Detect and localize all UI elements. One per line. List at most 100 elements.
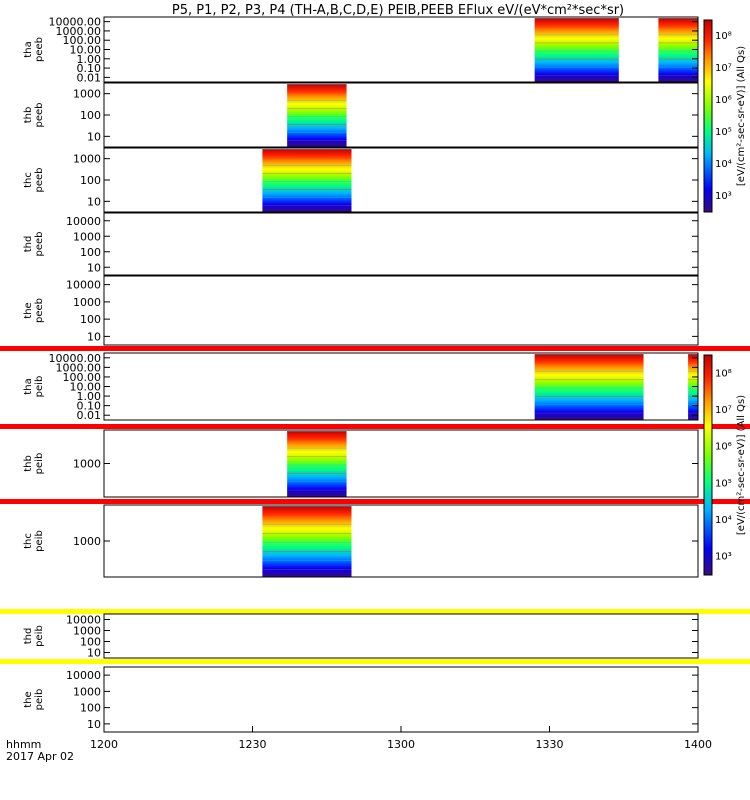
panel-the-peib: 10 100 1000 10000 the peib xyxy=(23,666,699,733)
x-tick-label: 1330 xyxy=(536,738,564,751)
spectrogram-band xyxy=(534,395,644,397)
panel-frame xyxy=(103,147,699,213)
spectrogram-band xyxy=(262,533,352,534)
colorbar-tick-label: 10⁵ xyxy=(715,478,732,489)
spectrogram-band xyxy=(287,489,347,491)
panel-probe-label: thc xyxy=(23,533,34,549)
spectrogram-band xyxy=(658,50,698,52)
y-tick-label: 10000 xyxy=(66,669,101,682)
panel-probe-label: thc xyxy=(23,172,34,188)
rail-band xyxy=(0,424,750,429)
y-tick-label: 10000.00 xyxy=(49,352,102,365)
panel-product-label: peeb xyxy=(34,298,45,323)
panel-thb-peib: 1000 thb peib xyxy=(0,429,750,504)
spectrogram-block xyxy=(287,431,347,497)
x-axis-label-hhmm: hhmm xyxy=(6,738,41,751)
spectrogram-band xyxy=(287,108,347,109)
y-tick-label: 1000.00 xyxy=(56,361,102,374)
colorbar-tick-label: 10³ xyxy=(715,552,732,563)
spectrogram-block xyxy=(534,354,644,420)
y-tick-label: 100.00 xyxy=(63,371,102,384)
spectrogram-band xyxy=(287,100,347,101)
y-tick-label: 0.01 xyxy=(77,409,102,422)
spectrogram-band xyxy=(262,189,352,190)
y-tick-label: 1000 xyxy=(73,535,101,548)
y-tick-label: 10000 xyxy=(66,279,101,292)
spectrogram-band xyxy=(658,74,698,76)
colorbar-tick-label: 10⁴ xyxy=(715,159,732,170)
y-tick-label: 10.00 xyxy=(70,381,102,394)
rail-band xyxy=(0,346,750,351)
colorbar-tick-label: 10⁸ xyxy=(715,31,732,42)
spectrogram-band xyxy=(262,181,352,182)
spectrogram-band xyxy=(262,515,352,516)
colorbar-gradient xyxy=(703,19,713,213)
colorbar-label: [eV/(cm²-sec-sr-eV)] (All Qs) xyxy=(736,46,747,186)
colorbar-tick-label: 10⁷ xyxy=(715,405,732,416)
panel-probe-label: thb xyxy=(23,455,34,472)
colorbar-gradient xyxy=(703,354,713,576)
colorbar-tick-label: 10⁷ xyxy=(715,63,732,74)
spectrogram-band xyxy=(287,456,347,458)
spectrogram-band xyxy=(688,412,698,414)
date-label: 2017 Apr 02 xyxy=(6,750,74,763)
x-tick-label: 1230 xyxy=(239,738,267,751)
y-tick-label: 0.01 xyxy=(77,71,102,84)
panel-product-label: peib xyxy=(34,530,45,552)
panel-frame xyxy=(103,212,699,276)
panel-frame xyxy=(103,666,699,733)
panel-probe-label: the xyxy=(23,302,34,318)
y-tick-label: 0.10 xyxy=(77,400,102,413)
y-tick-label: 100 xyxy=(80,636,101,649)
panel-probe-label: the xyxy=(23,691,34,707)
panel-probe-label: tha xyxy=(23,41,34,57)
y-tick-label: 100 xyxy=(80,174,101,187)
y-tick-label: 10.00 xyxy=(70,44,102,57)
x-tick-label: 1400 xyxy=(684,738,712,751)
panel-product-label: peeb xyxy=(34,103,45,128)
spectrogram-band xyxy=(534,66,619,68)
spectrogram-block xyxy=(287,84,347,147)
spectrogram-band xyxy=(534,404,644,406)
panel-thb-peeb: 10 100 1000 thb peeb xyxy=(23,82,699,148)
spectrogram-band xyxy=(658,18,698,19)
y-tick-label: 1000 xyxy=(73,685,101,698)
spectrogram-band xyxy=(534,387,644,389)
spectrogram-band xyxy=(287,132,347,133)
y-tick-label: 10 xyxy=(87,718,101,731)
spectrogram-band xyxy=(534,74,619,76)
spectrogram-band xyxy=(262,524,352,525)
spectrogram-band xyxy=(688,379,698,381)
spectrogram-band xyxy=(262,551,352,552)
spectrogram-band xyxy=(262,560,352,561)
spectrogram-block xyxy=(262,506,352,577)
spectrogram-band xyxy=(287,464,347,466)
panel-product-label: peib xyxy=(34,625,45,647)
y-tick-label: 0.10 xyxy=(77,62,102,75)
rail-band xyxy=(0,609,750,614)
panel-product-label: peib xyxy=(34,376,45,398)
y-tick-label: 100.00 xyxy=(63,34,102,47)
spectrogram-band xyxy=(658,26,698,28)
y-tick-label: 10 xyxy=(87,195,101,208)
spectrogram-band xyxy=(287,92,347,93)
colorbar-bottom: 10³ 10⁴ 10⁵ 10⁶ 10⁷ 10⁸ [eV/(cm²-sec-sr-eV)] (… xyxy=(703,354,747,576)
spectrogram-band xyxy=(287,481,347,483)
panel-thd-peeb: 10 100 1000 10000 thd peeb xyxy=(23,212,699,276)
spectrogram-band xyxy=(534,412,644,414)
spectrogram-band xyxy=(534,379,644,381)
panel-frame xyxy=(103,429,699,498)
spectrogram-band xyxy=(262,197,352,198)
panel-product-label: peeb xyxy=(34,37,45,62)
x-tick-label: 1300 xyxy=(387,738,415,751)
panel-frame xyxy=(103,275,699,346)
y-tick-label: 10 xyxy=(87,261,101,274)
y-tick-label: 100 xyxy=(80,109,101,122)
y-tick-label: 10 xyxy=(87,647,101,660)
y-tick-label: 1.00 xyxy=(77,53,102,66)
y-tick-label: 10 xyxy=(87,330,101,343)
spectrogram-band xyxy=(287,84,347,85)
spectrogram-band xyxy=(287,447,347,449)
panel-thc-peeb: 10 100 1000 thc peeb xyxy=(23,147,699,213)
